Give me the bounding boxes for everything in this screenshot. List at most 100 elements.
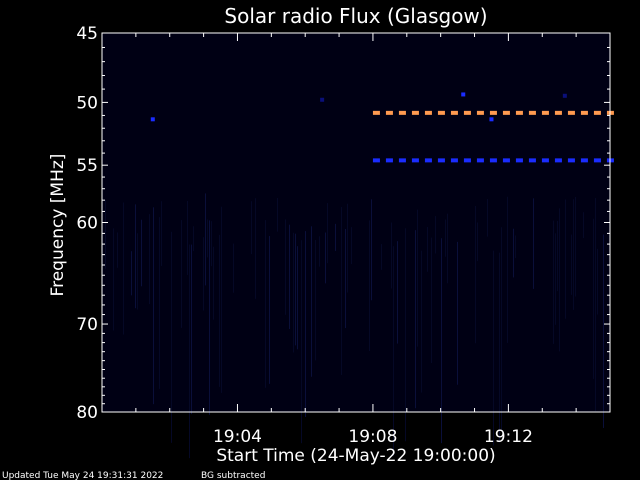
noise-streak [149,214,150,305]
noise-streak [515,235,516,259]
noise-streak [351,227,352,265]
emission-spot [562,93,567,98]
emission-spot [489,117,494,122]
noise-streak [507,196,508,343]
emission-line-segment [515,110,523,115]
noise-streak [435,216,436,254]
noise-streak [293,232,294,353]
noise-streak [161,201,162,266]
noise-streak [171,231,172,443]
noise-streak [391,222,392,289]
noise-streak [207,219,208,258]
noise-streak [603,234,604,428]
noise-streak [501,227,502,430]
footer-bg-note: BG subtracted [201,471,265,480]
noise-streak [341,206,342,375]
noise-streak [187,200,188,275]
noise-streak [105,199,106,269]
footer-updated: Updated Tue May 24 19:31:31 2022 [2,471,163,480]
noise-streak [415,230,416,409]
noise-streak [441,238,442,444]
noise-streak [421,250,422,393]
y-tick-label: 70 [76,315,98,335]
emission-spot [150,117,155,122]
noise-streak [447,213,448,284]
emission-line-segment [528,110,536,115]
noise-streak [181,220,182,328]
noise-streak [213,246,214,320]
noise-streak [583,212,584,238]
noise-streak [559,208,560,352]
noise-streak [573,199,574,310]
emission-line-segment [502,110,510,115]
plot-background [102,33,610,412]
emission-line-segment [554,110,562,115]
noise-streak [513,228,514,278]
noise-streak [417,209,418,347]
emission-line-segment [372,158,380,163]
emission-spot [320,97,325,102]
noise-streak [593,218,594,379]
noise-streak [325,232,326,284]
noise-streak [131,251,132,296]
x-tick-label: 19:04 [213,427,262,447]
emission-line-segment [502,158,510,163]
y-tick-label: 50 [76,93,98,113]
x-tick-label: 19:08 [348,427,397,447]
noise-streak [533,198,534,289]
emission-line-segment [489,158,497,163]
noise-streak [397,241,398,344]
emission-line-segment [398,110,406,115]
noise-streak [301,240,302,444]
noise-streak [347,203,348,293]
noise-streak [193,226,194,252]
noise-streak [393,246,394,456]
noise-streak [315,239,316,361]
emission-line-segment [554,158,562,163]
y-axis-label: Frequency [MHz] [48,154,68,297]
noise-streak [311,226,312,377]
noise-streak [289,224,290,329]
noise-streak [297,246,298,350]
noise-streak [209,220,210,415]
noise-streak [405,228,406,442]
noise-streak [135,204,136,309]
noise-streak [265,220,266,388]
emission-line-segment [385,110,393,115]
noise-streak [221,206,222,393]
emission-line-segment [385,158,393,163]
noise-streak [277,197,278,232]
y-tick-label: 80 [76,403,98,423]
noise-streak [487,198,488,237]
noise-streak [305,231,306,418]
noise-streak [251,201,252,255]
noise-streak [493,250,494,446]
noise-streak [123,202,124,335]
noise-streak [371,199,372,301]
emission-line-segment [476,158,484,163]
emission-line-segment [541,110,549,115]
y-tick-label: 45 [76,24,98,44]
noise-streak [595,198,596,412]
noise-streak [189,244,190,459]
noise-streak [335,223,336,251]
emission-line-segment [398,158,406,163]
noise-streak [345,228,346,329]
chart-title: Solar radio Flux (Glasgow) [224,4,487,28]
y-axis-ticks: 45 50 55 60 70 80 [76,24,610,423]
noise-streak [555,233,556,325]
noise-streak [369,220,370,352]
noise-streak [553,220,554,344]
emission-line-segment [580,110,588,115]
emission-line-segment [450,110,458,115]
noise-streak [499,252,500,443]
noise-streak [295,233,296,346]
noise-streak [285,219,286,315]
emission-line-segment [515,158,523,163]
noise-streak [137,233,138,310]
y-tick-label: 55 [76,156,98,176]
emission-line-segment [476,110,484,115]
emission-line-segment [593,158,601,163]
emission-line-segment [463,110,471,115]
